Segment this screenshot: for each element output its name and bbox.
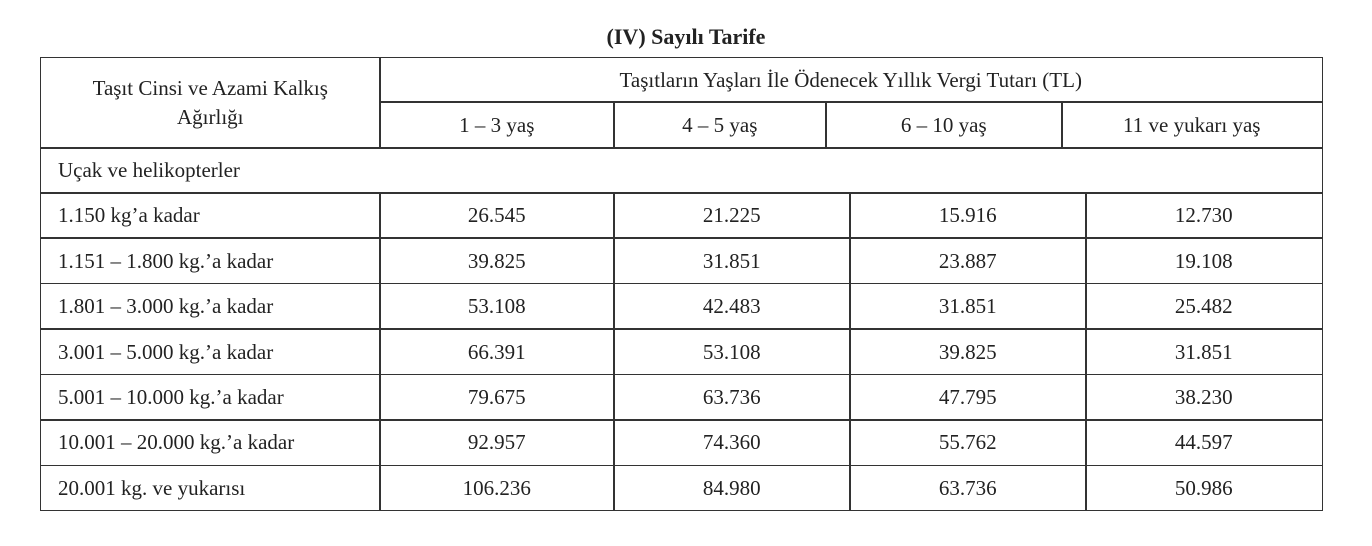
- value-cell: 39.825: [849, 328, 1087, 376]
- row-label-cell: 5.001 – 10.000 kg.’a kadar: [40, 373, 381, 421]
- value-cell: 92.957: [379, 419, 615, 467]
- value-cell: 63.736: [613, 373, 851, 421]
- value-cell: 26.545: [379, 192, 615, 239]
- row-label-cell: 3.001 – 5.000 kg.’a kadar: [40, 328, 381, 376]
- header-cell: 11 ve yukarı yaş: [1061, 101, 1323, 149]
- value-cell: 38.230: [1085, 373, 1323, 421]
- value-cell: 79.675: [379, 373, 615, 421]
- value-cell: 47.795: [849, 373, 1087, 421]
- table-title: (IV) Sayılı Tarife: [606, 24, 766, 49]
- value-cell: 106.236: [379, 464, 615, 512]
- value-cell: 15.916: [849, 192, 1087, 239]
- row-label-cell: 10.001 – 20.000 kg.’a kadar: [40, 419, 381, 467]
- value-cell: 84.980: [613, 464, 851, 512]
- value-cell: 31.851: [849, 282, 1087, 330]
- header-cell: 6 – 10 yaş: [825, 101, 1063, 149]
- value-cell: 25.482: [1085, 282, 1323, 330]
- value-cell: 44.597: [1085, 419, 1323, 467]
- value-cell: 55.762: [849, 419, 1087, 467]
- value-cell: 50.986: [1085, 464, 1323, 512]
- value-cell: 74.360: [613, 419, 851, 467]
- row-label-cell: 20.001 kg. ve yukarısı: [40, 464, 381, 512]
- value-cell: 19.108: [1085, 237, 1323, 285]
- header-cell: 4 – 5 yaş: [613, 101, 827, 149]
- row-label-cell: 1.801 – 3.000 kg.’a kadar: [40, 282, 381, 330]
- section-cell: Uçak ve helikopterler: [40, 147, 1323, 194]
- row-label-cell: 1.150 kg’a kadar: [40, 192, 381, 239]
- value-cell: 31.851: [613, 237, 851, 285]
- header-cell: Taşıt Cinsi ve Azami Kalkış Ağırlığı: [40, 57, 381, 149]
- header-cell: 1 – 3 yaş: [379, 101, 615, 149]
- value-cell: 23.887: [849, 237, 1087, 285]
- value-cell: 12.730: [1085, 192, 1323, 239]
- value-cell: 66.391: [379, 328, 615, 376]
- header-group-cell: Taşıtların Yaşları İle Ödenecek Yıllık V…: [379, 57, 1323, 103]
- value-cell: 39.825: [379, 237, 615, 285]
- value-cell: 53.108: [379, 282, 615, 330]
- value-cell: 63.736: [849, 464, 1087, 512]
- value-cell: 31.851: [1085, 328, 1323, 376]
- value-cell: 42.483: [613, 282, 851, 330]
- value-cell: 53.108: [613, 328, 851, 376]
- value-cell: 21.225: [613, 192, 851, 239]
- row-label-cell: 1.151 – 1.800 kg.’a kadar: [40, 237, 381, 285]
